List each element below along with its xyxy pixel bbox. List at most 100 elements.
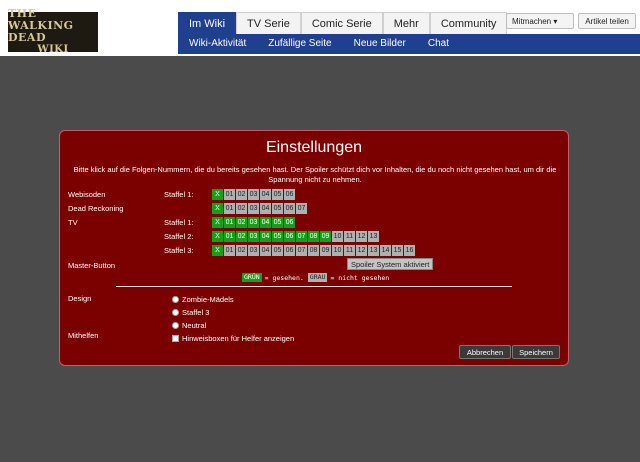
design-option-staffel3-label: Staffel 3 xyxy=(182,308,210,317)
episode-button[interactable]: 06 xyxy=(284,203,295,214)
episode-button[interactable]: 04 xyxy=(260,189,271,200)
episode-button[interactable]: 02 xyxy=(236,203,247,214)
episode-button[interactable]: 01 xyxy=(224,203,235,214)
radio-staffel3[interactable] xyxy=(172,309,179,316)
dialog-intro: Bitte klick auf die Folgen-Nummern, die … xyxy=(73,165,557,184)
episode-button[interactable]: 02 xyxy=(236,189,247,200)
episode-button[interactable]: 03 xyxy=(248,217,259,228)
episode-button[interactable]: 05 xyxy=(272,245,283,256)
webisoden-episodes: X 01 02 03 04 05 06 xyxy=(212,189,296,200)
episode-button[interactable]: 07 xyxy=(296,203,307,214)
episode-button[interactable]: 05 xyxy=(272,203,283,214)
design-option-zombie[interactable]: Zombie-Mädels xyxy=(172,295,234,304)
save-button[interactable]: Speichern xyxy=(512,345,560,359)
episode-button[interactable]: 04 xyxy=(260,203,271,214)
label-design: Design xyxy=(68,294,92,303)
episode-button[interactable]: 03 xyxy=(248,231,259,242)
episode-button[interactable]: 08 xyxy=(308,245,319,256)
episode-button[interactable]: 10 xyxy=(332,231,343,242)
episode-button[interactable]: 01 xyxy=(224,231,235,242)
episode-button[interactable]: 13 xyxy=(368,231,379,242)
label-dead-reckoning: Dead Reckoning xyxy=(68,204,124,213)
episode-button[interactable]: 06 xyxy=(284,231,295,242)
episode-button[interactable]: 13 xyxy=(368,245,379,256)
radio-neutral[interactable] xyxy=(172,322,179,329)
episode-button[interactable]: 02 xyxy=(236,231,247,242)
episode-button[interactable]: 07 xyxy=(296,245,307,256)
episode-button[interactable]: 12 xyxy=(356,231,367,242)
episode-button[interactable]: 03 xyxy=(248,203,259,214)
design-option-staffel3[interactable]: Staffel 3 xyxy=(172,308,209,317)
legend-gray-swatch: GRAU xyxy=(307,273,328,282)
subnav-chat[interactable]: Chat xyxy=(427,38,449,49)
helper-option-label: Hinweisboxen für Helfer anzeigen xyxy=(182,334,295,343)
helper-option[interactable]: Hinweisboxen für Helfer anzeigen xyxy=(172,334,294,343)
episode-reset-button[interactable]: X xyxy=(212,203,223,214)
episode-button[interactable]: 15 xyxy=(392,245,403,256)
design-option-neutral[interactable]: Neutral xyxy=(172,321,206,330)
sub-nav: Wiki-Aktivität Zufällige Seite Neue Bild… xyxy=(178,34,640,54)
episode-button[interactable]: 06 xyxy=(284,245,295,256)
episode-button[interactable]: 01 xyxy=(224,189,235,200)
episode-reset-button[interactable]: X xyxy=(212,217,223,228)
tab-mehr[interactable]: Mehr xyxy=(382,12,430,34)
subnav-neue-bilder[interactable]: Neue Bilder xyxy=(353,38,406,49)
episode-button[interactable]: 04 xyxy=(260,231,271,242)
artikel-teilen-button[interactable]: Artikel teilen xyxy=(578,13,636,29)
tab-community[interactable]: Community xyxy=(429,12,508,34)
tab-im-wiki[interactable]: Im Wiki xyxy=(178,12,237,34)
subnav-wiki-aktivitaet[interactable]: Wiki-Aktivität xyxy=(189,38,247,49)
episode-button[interactable]: 02 xyxy=(236,245,247,256)
tab-tv-serie[interactable]: TV Serie xyxy=(236,12,301,34)
label-webisoden: Webisoden xyxy=(68,190,106,199)
tv-staffel3-episodes: X 01 02 03 04 05 06 07 08 09 10 11 12 13 14 15 16 xyxy=(212,245,416,256)
episode-button[interactable]: 08 xyxy=(308,231,319,242)
label-tv-staffel1: Staffel 1: xyxy=(164,218,194,227)
label-tv: TV xyxy=(68,218,78,227)
cancel-button[interactable]: Abbrechen xyxy=(459,345,511,359)
legend-green-swatch: GRÜN xyxy=(242,273,262,282)
episode-button[interactable]: 09 xyxy=(320,245,331,256)
label-tv-staffel3: Staffel 3: xyxy=(164,246,194,255)
episode-button[interactable]: 02 xyxy=(236,217,247,228)
tv-staffel2-episodes: X 01 02 03 04 05 06 07 08 09 10 11 12 13 xyxy=(212,231,380,242)
episode-button[interactable]: 16 xyxy=(404,245,415,256)
label-mithelfen: Mithelfen xyxy=(68,331,99,340)
episode-button[interactable]: 05 xyxy=(272,217,283,228)
episode-button[interactable]: 01 xyxy=(224,245,235,256)
episode-reset-button[interactable]: X xyxy=(212,245,223,256)
episode-reset-button[interactable]: X xyxy=(212,231,223,242)
episode-button[interactable]: 10 xyxy=(332,245,343,256)
logo-line1: THE WALKING DEAD xyxy=(8,7,74,44)
episode-button[interactable]: 06 xyxy=(284,189,295,200)
episode-button[interactable]: 05 xyxy=(272,231,283,242)
episode-button[interactable]: 03 xyxy=(248,245,259,256)
episode-button[interactable]: 11 xyxy=(344,245,355,256)
episode-button[interactable]: 14 xyxy=(380,245,391,256)
logo-line2: WIKI xyxy=(37,44,69,55)
wiki-logo[interactable]: THE WALKING DEAD WIKI xyxy=(8,8,98,55)
episode-button[interactable]: 07 xyxy=(296,231,307,242)
settings-dialog: Einstellungen Bitte klick auf die Folgen… xyxy=(59,130,569,366)
spoiler-system-button[interactable]: Spoiler System aktiviert xyxy=(347,258,434,270)
episode-button[interactable]: 04 xyxy=(260,245,271,256)
tab-comic-serie[interactable]: Comic Serie xyxy=(300,12,383,34)
subnav-zufaellige-seite[interactable]: Zufällige Seite xyxy=(268,38,332,49)
episode-button[interactable]: 06 xyxy=(284,217,295,228)
label-master-button: Master-Button xyxy=(68,261,116,270)
episode-button[interactable]: 12 xyxy=(356,245,367,256)
episode-reset-button[interactable]: X xyxy=(212,189,223,200)
helper-checkbox[interactable] xyxy=(172,335,179,342)
main-nav-tabs: Im Wiki TV Serie Comic Serie Mehr Commun… xyxy=(178,12,508,34)
episode-button[interactable]: 09 xyxy=(320,231,331,242)
episode-button[interactable]: 11 xyxy=(344,231,355,242)
radio-zombie[interactable] xyxy=(172,296,179,303)
episode-button[interactable]: 04 xyxy=(260,217,271,228)
episode-button[interactable]: 05 xyxy=(272,189,283,200)
mitmachen-button[interactable]: Mitmachen ▾ xyxy=(506,13,574,29)
episode-button[interactable]: 03 xyxy=(248,189,259,200)
design-option-zombie-label: Zombie-Mädels xyxy=(182,295,234,304)
label-tv-staffel2: Staffel 2: xyxy=(164,232,194,241)
dead-reckoning-episodes: X 01 02 03 04 05 06 07 xyxy=(212,203,308,214)
episode-button[interactable]: 01 xyxy=(224,217,235,228)
